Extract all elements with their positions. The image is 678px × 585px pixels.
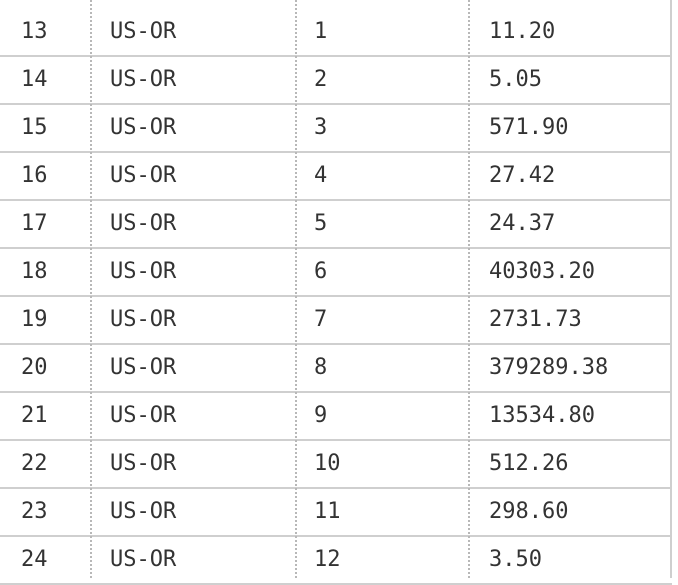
month-cell: 8 bbox=[314, 355, 328, 380]
region-cell: US-OR bbox=[110, 115, 177, 140]
table-row[interactable]: 19 US-OR 7 2731.73 bbox=[0, 297, 672, 345]
table-row[interactable]: 13 US-OR 1 11.20 bbox=[0, 9, 672, 57]
region-cell: US-OR bbox=[110, 19, 177, 44]
month-cell: 3 bbox=[314, 115, 328, 140]
row-index-cell: 16 bbox=[21, 163, 48, 188]
region-cell: US-OR bbox=[110, 403, 177, 428]
value-cell: 379289.38 bbox=[489, 355, 609, 380]
column-divider bbox=[295, 0, 297, 578]
value-cell: 298.60 bbox=[489, 499, 569, 524]
row-index-cell: 15 bbox=[21, 115, 48, 140]
value-cell: 3.50 bbox=[489, 547, 542, 572]
row-index-cell: 17 bbox=[21, 211, 48, 236]
month-cell: 4 bbox=[314, 163, 328, 188]
table-row[interactable]: 21 US-OR 9 13534.80 bbox=[0, 393, 672, 441]
value-cell: 40303.20 bbox=[489, 259, 595, 284]
region-cell: US-OR bbox=[110, 451, 177, 476]
row-index-cell: 19 bbox=[21, 307, 48, 332]
table-row[interactable]: 20 US-OR 8 379289.38 bbox=[0, 345, 672, 393]
value-cell: 13534.80 bbox=[489, 403, 595, 428]
row-index-cell: 20 bbox=[21, 355, 48, 380]
column-divider bbox=[90, 0, 92, 578]
value-cell: 512.26 bbox=[489, 451, 569, 476]
row-index-cell: 14 bbox=[21, 67, 48, 92]
region-cell: US-OR bbox=[110, 259, 177, 284]
month-cell: 2 bbox=[314, 67, 328, 92]
region-cell: US-OR bbox=[110, 547, 177, 572]
month-cell: 5 bbox=[314, 211, 328, 236]
region-cell: US-OR bbox=[110, 211, 177, 236]
value-cell: 5.05 bbox=[489, 67, 542, 92]
value-cell: 27.42 bbox=[489, 163, 556, 188]
table-row[interactable]: 18 US-OR 6 40303.20 bbox=[0, 249, 672, 297]
row-index-cell: 18 bbox=[21, 259, 48, 284]
column-divider bbox=[468, 0, 470, 578]
table-right-border bbox=[670, 0, 672, 578]
region-cell: US-OR bbox=[110, 307, 177, 332]
table-row[interactable]: 17 US-OR 5 24.37 bbox=[0, 201, 672, 249]
month-cell: 6 bbox=[314, 259, 328, 284]
table-row[interactable]: 14 US-OR 2 5.05 bbox=[0, 57, 672, 105]
row-index-cell: 23 bbox=[21, 499, 48, 524]
table-row[interactable]: 23 US-OR 11 298.60 bbox=[0, 489, 672, 537]
month-cell: 12 bbox=[314, 547, 341, 572]
row-index-cell: 13 bbox=[21, 19, 48, 44]
month-cell: 1 bbox=[314, 19, 328, 44]
region-cell: US-OR bbox=[110, 499, 177, 524]
value-cell: 11.20 bbox=[489, 19, 556, 44]
table-row[interactable]: 22 US-OR 10 512.26 bbox=[0, 441, 672, 489]
month-cell: 11 bbox=[314, 499, 341, 524]
region-cell: US-OR bbox=[110, 67, 177, 92]
region-cell: US-OR bbox=[110, 163, 177, 188]
table-row[interactable]: 16 US-OR 4 27.42 bbox=[0, 153, 672, 201]
region-cell: US-OR bbox=[110, 355, 177, 380]
month-cell: 9 bbox=[314, 403, 328, 428]
month-cell: 10 bbox=[314, 451, 341, 476]
row-index-cell: 24 bbox=[21, 547, 48, 572]
table-row[interactable]: 15 US-OR 3 571.90 bbox=[0, 105, 672, 153]
value-cell: 571.90 bbox=[489, 115, 569, 140]
value-cell: 24.37 bbox=[489, 211, 556, 236]
value-cell: 2731.73 bbox=[489, 307, 582, 332]
row-index-cell: 21 bbox=[21, 403, 48, 428]
row-index-cell: 22 bbox=[21, 451, 48, 476]
month-cell: 7 bbox=[314, 307, 328, 332]
